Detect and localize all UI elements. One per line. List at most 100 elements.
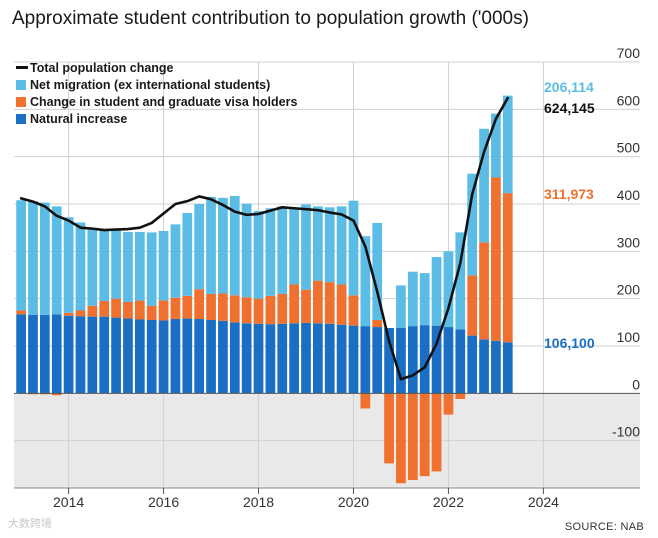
bar-natural-increase [134,319,145,394]
watermark-logo: 大数跨境 [8,518,52,530]
bar-net-migration [479,128,489,243]
bar-net-migration [28,201,38,315]
bar-net-migration [348,200,359,296]
bar-natural-increase [360,326,371,394]
bar-student-visa-change [218,293,228,321]
y-tick-label: 200 [617,282,641,298]
bar-student-visa-change [158,300,169,321]
value-annotations: 206,114 624,145 311,973 106,100 [544,79,595,351]
y-tick-label: 600 [617,92,641,108]
legend-label: Total population change [30,61,174,75]
x-tick-label: 2018 [243,494,274,510]
bar-student-visa-change [51,393,62,396]
bar-natural-increase [194,319,205,394]
bar-net-migration [170,224,181,298]
bar-net-migration [443,251,454,328]
annotation-label: 624,145 [544,100,595,116]
bar-student-visa-change [443,393,454,415]
bar-student-visa-change [253,298,264,324]
bar-student-visa-change [455,393,466,400]
total-population-line [19,96,510,381]
bar-natural-increase [63,315,74,394]
bar-student-visa-change [419,393,430,477]
bar-student-visa-change [324,282,335,324]
legend-swatch-line [16,66,28,69]
bar-natural-increase [39,314,50,394]
bars [16,95,513,484]
bar-natural-increase [372,327,383,394]
bar-student-visa-change [467,275,478,336]
bar-student-visa-change [87,305,98,317]
bar-natural-increase [99,316,110,394]
bar-natural-increase [206,319,216,394]
gridlines [14,61,640,488]
bar-student-visa-change [479,242,489,340]
bar-natural-increase [396,328,406,394]
legend-swatch [16,80,26,90]
x-axis: 2014 2016 2018 2020 2022 2024 [14,487,640,510]
bar-net-migration [407,271,418,327]
bar-natural-increase [253,323,264,394]
bar-net-migration [218,197,228,294]
y-tick-label: 300 [617,234,641,250]
bar-net-migration [491,113,501,178]
bar-student-visa-change [111,298,121,318]
bar-student-visa-change [16,310,26,315]
bar-net-migration [360,236,371,327]
x-tick-label: 2020 [338,494,369,510]
bar-net-migration [336,206,347,285]
bar-net-migration [502,95,513,194]
bar-student-visa-change [265,295,276,325]
legend-label: Net migration (ex international students… [30,78,270,92]
bar-natural-increase [277,323,288,394]
legend-swatch [16,97,26,107]
bar-student-visa-change [206,293,216,320]
bar-net-migration [194,204,205,290]
legend: Total population change Net migration (ex… [16,61,297,126]
legend-label: Natural increase [30,112,127,126]
bar-student-visa-change [99,301,110,317]
bar-natural-increase [16,314,26,394]
bar-natural-increase [28,314,38,394]
bar-net-migration [265,208,276,296]
source-note: SOURCE: NAB [564,521,644,533]
bar-natural-increase [502,342,513,394]
bar-net-migration [16,200,26,311]
y-tick-label: 500 [617,140,641,156]
chart-title: Approximate student contribution to popu… [12,8,529,29]
bar-student-visa-change [182,295,193,319]
bar-net-migration [277,206,288,294]
bar-natural-increase [384,328,394,394]
bar-natural-increase [87,316,98,394]
bar-student-visa-change [123,301,133,319]
bar-net-migration [229,195,240,296]
bar-net-migration [146,232,157,306]
y-tick-label: -100 [612,424,640,440]
bar-student-visa-change [229,295,240,323]
bar-student-visa-change [170,297,181,320]
bar-net-migration [324,207,335,283]
annotation-label: 311,973 [544,186,594,202]
legend-label: Change in student and graduate visa hold… [30,95,297,109]
legend-swatch [16,114,26,124]
bar-natural-increase [431,325,442,394]
bar-natural-increase [75,316,86,394]
bar-natural-increase [348,325,359,394]
bar-net-migration [75,222,86,311]
y-tick-label: 0 [632,376,640,392]
bar-net-migration [39,202,50,315]
x-tick-label: 2024 [528,494,559,510]
bar-net-migration [123,231,133,302]
bar-student-visa-change [289,284,299,324]
bar-net-migration [289,207,299,285]
bar-student-visa-change [384,393,394,464]
bar-natural-increase [467,335,478,394]
bar-student-visa-change [407,393,418,480]
bar-student-visa-change [301,289,311,323]
bar-net-migration [87,229,98,306]
y-tick-label: 700 [617,45,641,61]
bar-net-migration [206,196,216,294]
bar-student-visa-change [134,300,145,320]
bar-natural-increase [313,323,323,394]
bar-student-visa-change [336,284,347,325]
